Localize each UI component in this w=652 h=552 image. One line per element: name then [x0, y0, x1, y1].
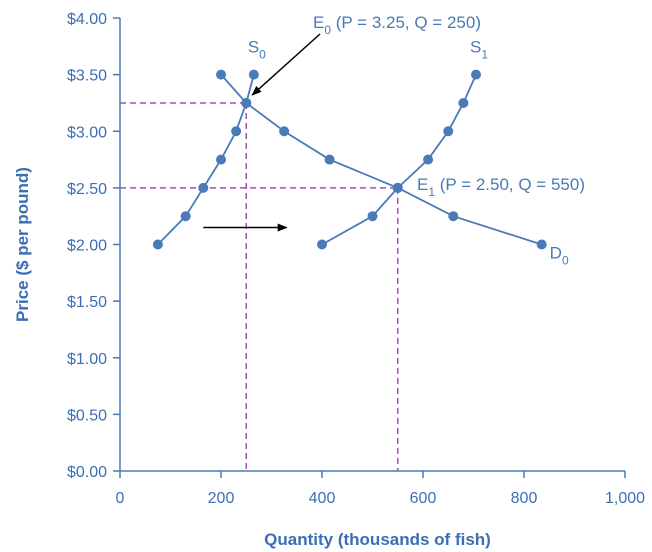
point-s0 [180, 211, 191, 222]
point-s0 [198, 182, 209, 193]
y-tick-label: $1.50 [67, 294, 107, 311]
y-tick-label: $4.00 [67, 11, 107, 28]
point-d0 [448, 211, 459, 222]
y-tick-label: $3.50 [67, 68, 107, 85]
point-d0 [279, 126, 290, 137]
equilibrium-label-e0: E0 (P = 3.25, Q = 250) [313, 13, 481, 37]
y-tick-label: $2.00 [67, 238, 107, 255]
curve-label-s1: S1 [470, 38, 488, 62]
equilibrium-label-text: (P = 3.25, Q = 250) [331, 13, 481, 32]
curve-label-d0: D0 [550, 244, 569, 268]
x-axis-title: Quantity (thousands of fish) [264, 530, 491, 549]
point-s1 [367, 211, 378, 222]
point-s1 [443, 126, 454, 137]
y-axis-title: Price ($ per pound) [13, 167, 32, 322]
y-tick-label: $1.00 [67, 351, 107, 368]
equilibrium-label-subscript: 1 [428, 185, 435, 199]
pointer-arrow-e0 [251, 33, 321, 96]
point-s1 [317, 239, 327, 250]
y-tick-label: $2.50 [67, 181, 107, 198]
equilibrium-label-e1: E1 (P = 2.50, Q = 550) [417, 175, 585, 199]
curve-label-s0: S0 [248, 38, 266, 62]
equilibrium-label-main: E [417, 175, 428, 194]
point-s1 [423, 154, 434, 165]
point-d0 [324, 154, 335, 165]
equilibrium-label-text: (P = 2.50, Q = 550) [435, 175, 585, 194]
curve-label-subscript: 1 [481, 48, 488, 62]
curve-label-subscript: 0 [562, 254, 569, 268]
point-s0 [152, 239, 163, 250]
curves: S0 S1 D0 [152, 38, 569, 268]
y-tick-label: $3.00 [67, 124, 107, 141]
point-d0 [216, 69, 226, 80]
annotations: E0 (P = 3.25, Q = 250)E1 (P = 2.50, Q = … [203, 13, 585, 232]
curve-d0 [220, 74, 542, 246]
equilibrium-guides [120, 102, 399, 471]
x-tick-label: 0 [116, 490, 125, 507]
point-s0 [216, 154, 226, 165]
x-tick-label: 800 [511, 490, 538, 507]
x-tick-label: 1,000 [605, 490, 645, 507]
curve-label-subscript: 0 [259, 48, 266, 62]
point-s1 [471, 69, 482, 80]
curve-s0 [157, 74, 255, 246]
x-tick-label: 600 [410, 490, 437, 507]
y-tick-label: $0.50 [67, 407, 107, 424]
axes: $0.00 $0.50 $1.00 $1.50 $2.00 $2.50 $3.00 $3.50… [67, 11, 645, 507]
point-d0 [536, 239, 547, 250]
equilibrium-label-subscript: 0 [324, 23, 331, 37]
x-tick-label: 400 [309, 490, 336, 507]
point-d0 [241, 97, 252, 108]
equilibrium-label-main: E [313, 13, 324, 32]
point-s0 [248, 69, 259, 80]
y-tick-label: $0.00 [67, 464, 107, 481]
point-s0 [231, 126, 242, 137]
point-s1 [458, 97, 469, 108]
point-d0 [392, 182, 403, 193]
x-tick-label: 200 [208, 490, 235, 507]
